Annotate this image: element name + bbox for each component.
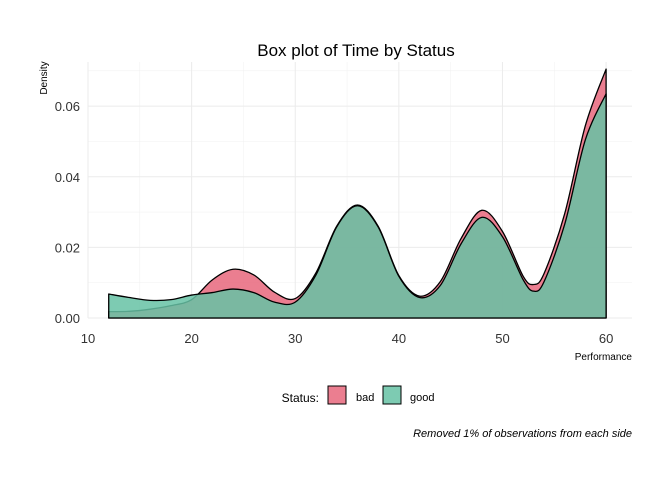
legend-title: Status: — [282, 391, 319, 405]
x-axis-label: Performance — [575, 352, 633, 363]
chart-title: Box plot of Time by Status — [257, 41, 454, 60]
x-tick-label: 40 — [392, 331, 406, 346]
y-tick-label: 0.00 — [55, 311, 80, 326]
x-tick-label: 50 — [495, 331, 509, 346]
legend-swatch-bad — [327, 385, 347, 405]
legend: Status: bad good — [282, 385, 434, 405]
y-axis-ticks: 0.00 0.02 0.04 0.06 — [55, 99, 80, 326]
legend-label-bad: bad — [356, 392, 374, 404]
legend-swatch-good — [382, 385, 402, 405]
x-tick-label: 30 — [288, 331, 302, 346]
density-areas — [108, 68, 607, 319]
x-axis-ticks: 10 20 30 40 50 60 — [81, 331, 614, 346]
y-tick-label: 0.06 — [55, 99, 80, 114]
x-tick-label: 20 — [184, 331, 198, 346]
y-axis-label: Density — [39, 61, 50, 94]
y-tick-label: 0.02 — [55, 240, 80, 255]
y-tick-label: 0.04 — [55, 170, 80, 185]
density-area-good — [108, 93, 607, 319]
x-tick-label: 60 — [599, 331, 613, 346]
legend-label-good: good — [410, 392, 434, 404]
x-tick-label: 10 — [81, 331, 95, 346]
chart-caption: Removed 1% of observations from each sid… — [413, 428, 632, 440]
